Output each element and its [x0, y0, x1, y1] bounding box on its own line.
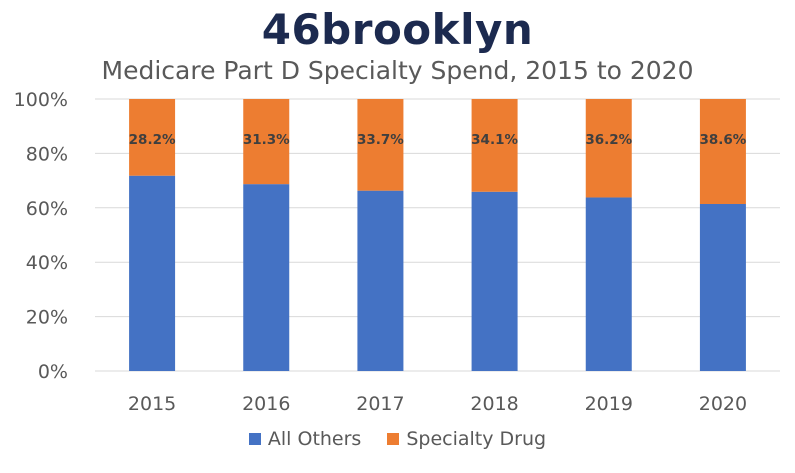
bar-specialty-drug [471, 99, 518, 192]
y-tick-label: 40% [26, 252, 68, 274]
x-tick-label: 2019 [585, 393, 633, 415]
legend-item-specialty-drug: Specialty Drug [387, 428, 546, 450]
bar-all-others [699, 203, 746, 371]
x-tick-label: 2015 [128, 393, 176, 415]
data-label-specialty-drug: 31.3% [243, 132, 290, 148]
bar-specialty-drug [357, 99, 404, 191]
x-tick-label: 2016 [242, 393, 290, 415]
data-label-specialty-drug: 34.1% [471, 132, 518, 148]
data-label-specialty-drug: 36.2% [585, 132, 632, 148]
bar-specialty-drug [129, 99, 176, 176]
bar-all-others [357, 190, 404, 371]
data-label-specialty-drug: 28.2% [129, 132, 176, 148]
bar-specialty-drug [585, 99, 632, 198]
y-tick-label: 80% [26, 143, 68, 165]
x-tick-label: 2017 [356, 393, 404, 415]
chart-legend: All Others Specialty Drug [0, 428, 795, 450]
x-tick-label: 2020 [699, 393, 747, 415]
bar-all-others [585, 197, 632, 371]
brand-logo: 46brooklyn [261, 5, 534, 54]
y-tick-label: 100% [14, 89, 68, 111]
bar-all-others [471, 191, 518, 371]
y-tick-label: 20% [26, 307, 68, 329]
chart-title: Medicare Part D Specialty Spend, 2015 to… [101, 56, 694, 85]
legend-label-all-others: All Others [267, 428, 362, 450]
legend-swatch-specialty-drug [387, 433, 400, 445]
bar-all-others [129, 175, 176, 371]
y-tick-label: 0% [38, 361, 68, 383]
bar-all-others [243, 184, 290, 371]
y-tick-label: 60% [26, 198, 68, 220]
data-label-specialty-drug: 38.6% [699, 132, 746, 148]
legend-label-specialty-drug: Specialty Drug [406, 428, 547, 450]
x-tick-label: 2018 [470, 393, 518, 415]
bar-specialty-drug [243, 99, 290, 185]
legend-item-all-others: All Others [248, 428, 362, 450]
bar-specialty-drug [699, 99, 746, 204]
data-label-specialty-drug: 33.7% [357, 132, 404, 148]
legend-swatch-all-others [248, 433, 261, 445]
